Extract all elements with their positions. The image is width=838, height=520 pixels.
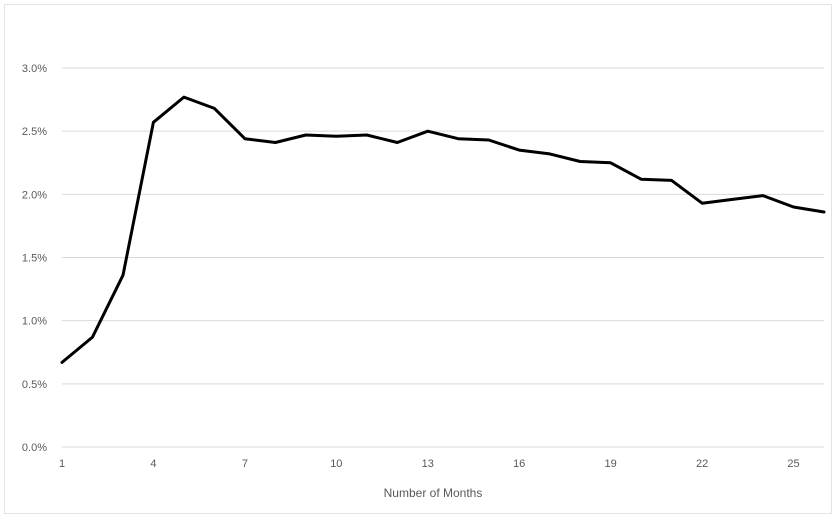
y-tick-label: 2.5%: [22, 126, 47, 138]
x-tick-label: 10: [330, 458, 342, 470]
x-tick-label: 25: [787, 458, 799, 470]
chart-frame: [4, 4, 832, 514]
x-tick-label: 22: [696, 458, 708, 470]
x-tick-label: 4: [150, 458, 156, 470]
x-tick-label: 1: [59, 458, 65, 470]
x-tick-label: 19: [605, 458, 617, 470]
series-line: [60, 95, 826, 364]
x-tick-label: 16: [513, 458, 525, 470]
x-axis-tick-labels: 1 4 7 10 13 16 19 22 25: [59, 458, 800, 470]
y-tick-label: 3.0%: [22, 63, 47, 75]
y-tick-label: 1.5%: [22, 253, 47, 265]
x-axis-title: Number of Months: [384, 486, 483, 500]
y-tick-label: 0.0%: [22, 442, 47, 454]
x-tick-label: 7: [242, 458, 248, 470]
x-tick-label: 13: [422, 458, 434, 470]
y-axis-tick-labels: 0.0% 0.5% 1.0% 1.5% 2.0% 2.5% 3.0%: [22, 63, 47, 454]
y-tick-label: 0.5%: [22, 379, 47, 391]
gridlines: [62, 67, 824, 448]
y-tick-label: 2.0%: [22, 189, 47, 201]
series-group: [60, 95, 826, 364]
y-tick-label: 1.0%: [22, 316, 47, 328]
